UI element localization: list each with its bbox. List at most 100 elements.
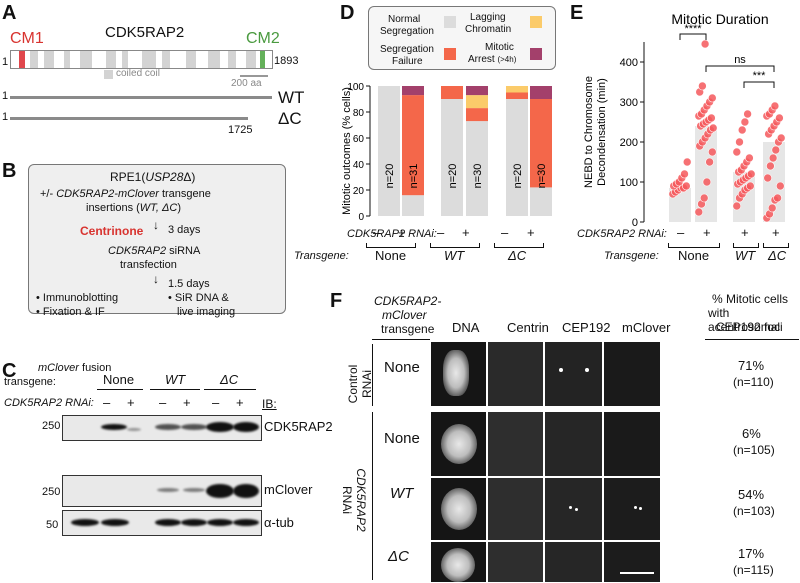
title-pre: RPE1( — [110, 170, 146, 184]
e-sign-4: + — [772, 225, 780, 240]
e-data-point — [732, 201, 742, 211]
band — [181, 519, 207, 526]
d-y-tick-label: 100 — [347, 82, 364, 93]
cm2-region — [260, 51, 265, 68]
title-ital: USP28 — [145, 170, 184, 184]
e-data-point — [682, 181, 691, 191]
c-group-wt: WT — [165, 372, 186, 387]
f-pct-head-1: % Mitotic cells — [712, 292, 789, 306]
row1-label: CDK5RAP2 — [264, 419, 333, 434]
e-bracket-1 — [668, 243, 720, 248]
fusion-label: mClover fusion — [38, 362, 111, 374]
e-y-tick-label: 200 — [620, 137, 638, 149]
band — [207, 519, 233, 526]
d-rnai-label: CDK5RAP2 RNAi: — [347, 228, 437, 240]
c-sign-2: + — [127, 395, 135, 410]
coiled-coil-segment — [142, 51, 156, 68]
e-y-label-2: Decondensation (min) — [596, 78, 608, 186]
f-r2-centrin — [488, 412, 543, 476]
d-bar-segment — [378, 86, 400, 216]
blot-mclover — [62, 475, 262, 507]
f-r4-dna — [431, 542, 486, 582]
d-legend-l6: Failure — [392, 56, 423, 67]
coiled-coil-segment — [162, 51, 170, 68]
e-data-point — [700, 39, 710, 49]
days-15: 1.5 days — [168, 278, 210, 290]
d-bar-segment — [466, 95, 488, 109]
f-r3-dna — [431, 478, 486, 540]
e-y-tick-label: 0 — [632, 217, 638, 229]
f-r3-cep192 — [545, 478, 602, 540]
f-r4-centrin — [488, 542, 543, 582]
e-data-point — [775, 113, 784, 123]
e-mean-bar — [763, 142, 785, 222]
band — [206, 484, 234, 498]
e-data-point — [698, 81, 707, 91]
l1-pre: +/- — [40, 188, 57, 200]
protocol-title: RPE1(USP28Δ) — [110, 170, 195, 184]
e-group-dc: ΔC — [768, 248, 787, 263]
d-y-tick-label: 80 — [353, 108, 365, 119]
e-data-point — [708, 93, 717, 103]
f-row4-transgene: ΔC — [388, 548, 409, 565]
d-sign-5: – — [501, 225, 509, 240]
f-channel-centrin: Centrin — [507, 320, 549, 335]
coiled-coil-segment — [30, 51, 38, 68]
panel-a-protein-name: CDK5RAP2 — [105, 24, 185, 41]
coiled-coil-segment — [246, 51, 256, 68]
band — [101, 424, 127, 430]
panel-e-letter: E — [570, 2, 584, 24]
protocol-line1: +/- CDK5RAP2-mClover transgene — [40, 188, 211, 200]
f-control-rnai-label: Control RNAi — [338, 352, 374, 410]
scale-bar — [620, 572, 654, 574]
e-sig-3: *** — [753, 70, 767, 82]
panel-a-cm1: CM1 — [10, 30, 44, 47]
band — [157, 488, 179, 492]
l2-ital: WT, ΔC — [139, 202, 178, 214]
c-sign-3: – — [159, 395, 167, 410]
e-sig-1: **** — [684, 23, 702, 35]
d-group-dc: ΔC — [508, 248, 527, 263]
e-group-none: None — [678, 248, 710, 263]
bullet-live-2: live imaging — [177, 306, 236, 318]
e-sig-bracket-2 — [705, 65, 775, 72]
band — [155, 519, 181, 526]
d-bar-segment — [402, 95, 424, 196]
wt-start: 1 — [2, 90, 9, 102]
c-sign-5: – — [212, 395, 220, 410]
centrinone-label: Centrinone — [80, 224, 144, 238]
f-channel-cep192: CEP192 — [562, 320, 611, 335]
sirna-line: CDK5RAP2 siRNA — [108, 245, 200, 257]
mitotic-duration-chart: Mitotic Duration 0 100 200 300 400 NEBD to Chr… — [583, 11, 786, 229]
d-n-label: n=30 — [536, 164, 548, 189]
coiled-coil-segment — [228, 51, 236, 68]
band — [71, 519, 99, 526]
d-n-label: n=20 — [512, 164, 524, 189]
d-sign-1: – — [373, 225, 381, 240]
l1-post: transgene — [158, 188, 211, 200]
d-bar-segment — [441, 99, 463, 216]
bullet-live: • SiR DNA & — [168, 292, 229, 304]
e-sig-bracket-1 — [679, 33, 707, 40]
e-y-tick-label: 300 — [620, 97, 638, 109]
fusion-ital: mClover — [38, 362, 79, 374]
protocol-box — [28, 164, 286, 314]
d-bar-segment — [530, 86, 552, 99]
blot-tubulin — [62, 510, 262, 536]
f-r3-centrin — [488, 478, 543, 540]
blot-cdk5rap2 — [62, 415, 262, 441]
mw-row2: 250 — [42, 486, 61, 498]
f-row3-n: (n=103) — [733, 504, 775, 518]
d-bar-segment — [530, 187, 552, 216]
sirna-post: siRNA — [166, 245, 201, 257]
d-bar-segment — [506, 92, 528, 99]
e-data-point — [768, 153, 778, 163]
bullet-immunoblot: • Immunoblotting — [36, 292, 119, 304]
d-y-tick-label: 20 — [353, 186, 365, 197]
dc-end: 1725 — [228, 124, 253, 136]
l2-post: ) — [177, 202, 181, 214]
c-group-none: None — [103, 372, 135, 387]
f-pct-head-2: with acentrosomal — [708, 306, 781, 334]
wt-label: WT — [278, 88, 305, 107]
d-legend-l5: Segregation — [380, 44, 434, 55]
